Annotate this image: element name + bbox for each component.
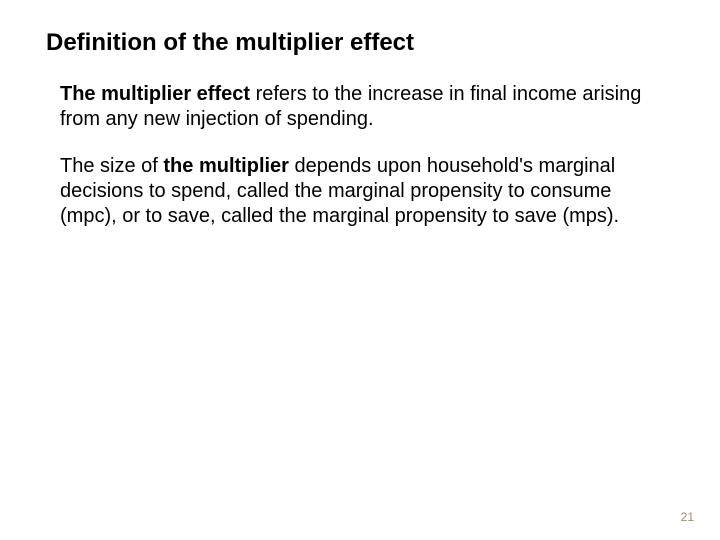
slide-body: The multiplier effect refers to the incr… (46, 82, 674, 229)
paragraph-2: The size of the multiplier depends upon … (60, 154, 664, 229)
paragraph-1: The multiplier effect refers to the incr… (60, 82, 664, 132)
paragraph-2-lead: The size of (60, 155, 163, 177)
paragraph-2-bold: the multiplier (163, 155, 289, 177)
slide-title: Definition of the multiplier effect (46, 28, 674, 58)
slide: Definition of the multiplier effect The … (0, 0, 720, 540)
paragraph-1-bold: The multiplier effect (60, 83, 250, 105)
page-number: 21 (681, 510, 694, 524)
